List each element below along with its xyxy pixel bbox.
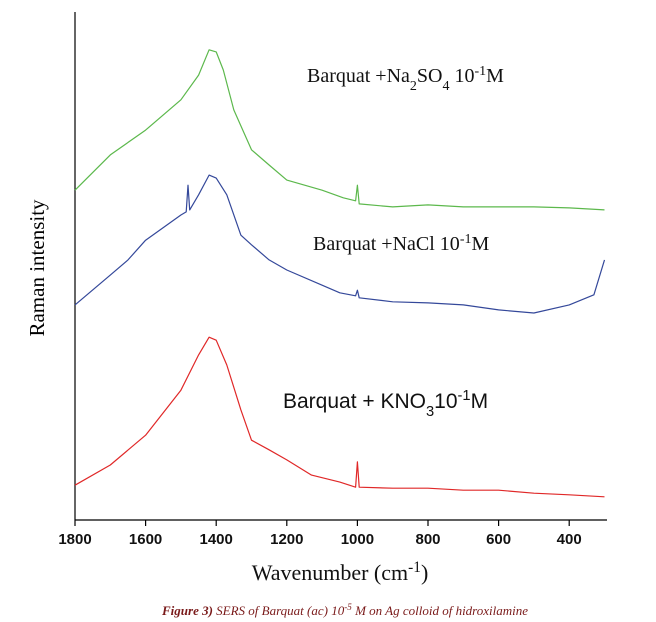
- annotation-part: -1: [458, 388, 471, 404]
- x-axis-label: Wavenumber (cm-1): [252, 559, 429, 586]
- annotation-part: 2: [410, 79, 417, 94]
- x-axis-label-part: -1: [408, 559, 421, 576]
- caption-part: Figure 3): [161, 603, 213, 618]
- annotation-part: M: [471, 390, 489, 413]
- x-tick-label: 800: [415, 531, 440, 548]
- annotation-part: 4: [443, 79, 450, 94]
- x-tick-label: 1200: [270, 531, 303, 548]
- x-axis-label-part: Wavenumber (cm: [252, 560, 408, 585]
- annotation-part: M: [471, 233, 489, 255]
- annotation-part: -1: [460, 232, 472, 247]
- annotation: Barquat + KNO310-1M: [283, 388, 488, 420]
- x-tick-label: 1800: [58, 531, 91, 548]
- x-tick-label: 400: [557, 531, 582, 548]
- annotation-part: 10: [450, 65, 475, 87]
- annotation-part: Barquat + KNO: [283, 390, 426, 413]
- caption: Figure 3) SERS of Barquat (ac) 10-5 M on…: [161, 602, 528, 618]
- x-tick-label: 1600: [129, 531, 162, 548]
- annotation: Barquat +NaCl 10-1M: [313, 232, 489, 256]
- annotation-part: Barquat +NaCl 10: [313, 233, 460, 255]
- series-line: [74, 336, 605, 498]
- caption-part: SERS of Barquat (ac) 10: [213, 603, 345, 618]
- annotation-part: Barquat +Na: [307, 65, 410, 87]
- x-tick-label: 1000: [341, 531, 374, 548]
- annotation-part: 3: [426, 404, 434, 420]
- caption-part: -5: [344, 602, 352, 612]
- y-axis-label: Raman intensity: [25, 199, 49, 337]
- x-tick-label: 600: [486, 531, 511, 548]
- annotation-part: -1: [475, 64, 487, 79]
- annotation: Barquat +Na2SO4 10-1M: [307, 64, 504, 94]
- x-tick-label: 1400: [200, 531, 233, 548]
- caption-part: M on Ag colloid of hidroxilamine: [352, 603, 528, 618]
- annotation-part: SO: [417, 65, 443, 87]
- series-line: [74, 49, 605, 211]
- annotation-part: M: [486, 65, 504, 87]
- x-axis-label-part: ): [421, 560, 428, 585]
- annotation-part: 10: [434, 390, 457, 413]
- series-line: [74, 174, 606, 314]
